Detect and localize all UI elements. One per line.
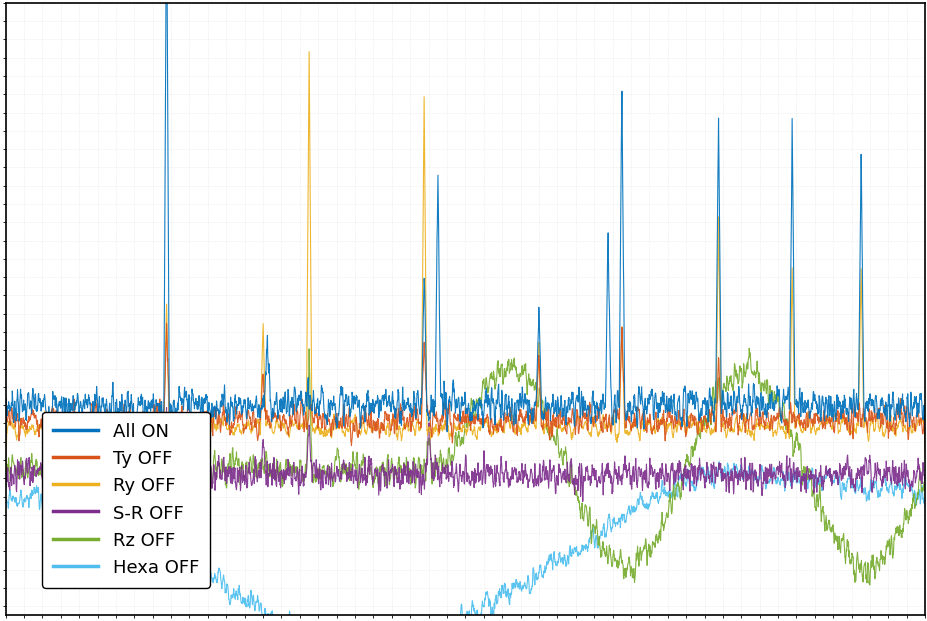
Legend: All ON, Ty OFF, Ry OFF, S-R OFF, Rz OFF, Hexa OFF: All ON, Ty OFF, Ry OFF, S-R OFF, Rz OFF,… <box>42 412 210 588</box>
